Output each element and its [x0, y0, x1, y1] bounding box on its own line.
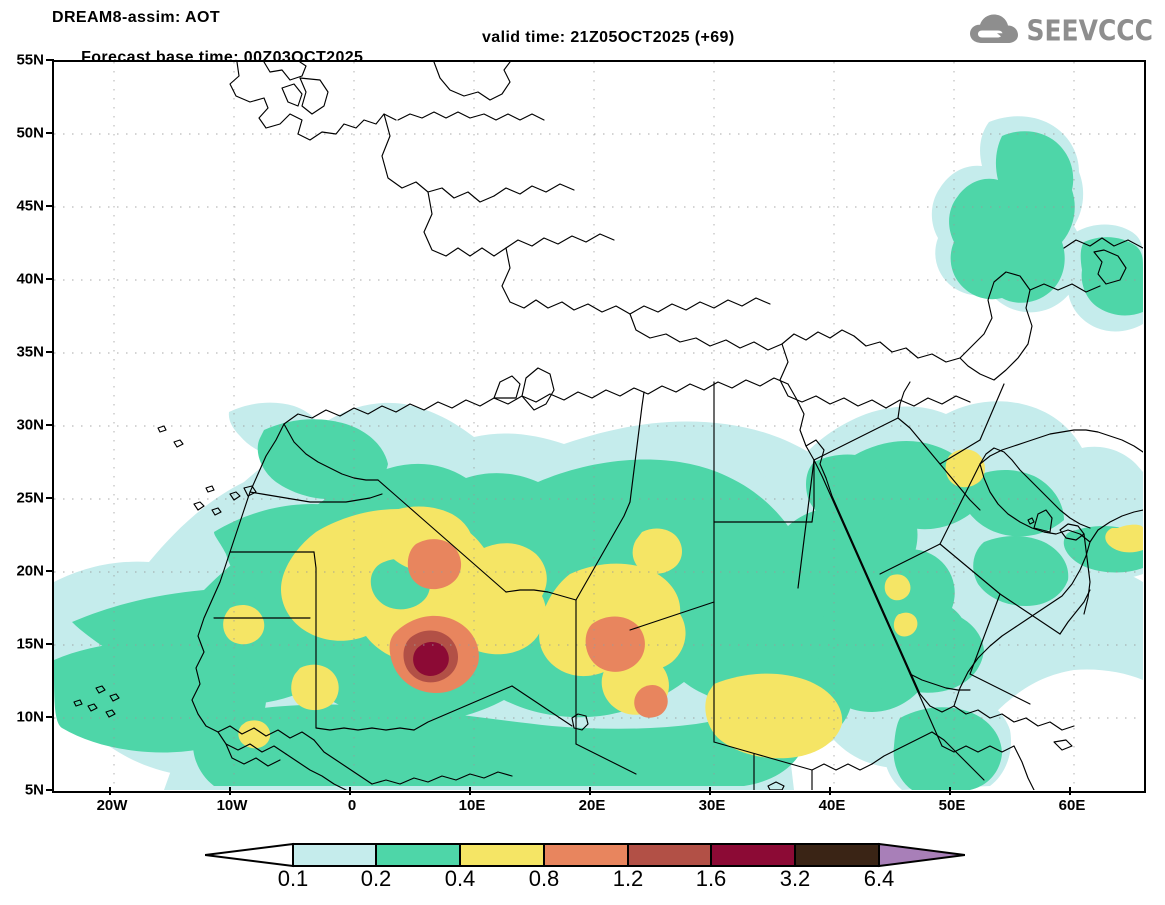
y-axis-ticks	[46, 59, 54, 791]
map-frame[interactable]	[52, 60, 1146, 793]
aot-contour-fills	[54, 116, 1143, 790]
colorbar-band-0.2	[375, 843, 461, 867]
x-tick-60E: 60E	[1058, 797, 1086, 814]
y-tick-20N: 20N	[16, 562, 44, 580]
x-tick-20W: 20W	[96, 797, 128, 814]
logo-text: SEEVCCC	[1026, 13, 1153, 47]
seevccc-logo: SEEVCCC	[968, 10, 1153, 50]
y-tick-5N: 5N	[24, 781, 44, 799]
colorbar-band-0.4	[459, 843, 545, 867]
colorbar-label-0.8: 0.8	[528, 866, 560, 891]
y-tick-10N: 10N	[16, 708, 44, 726]
colorbar-label-6.4: 6.4	[863, 866, 895, 891]
cloud-icon	[970, 14, 1019, 43]
colorbar-label-0.1: 0.1	[277, 866, 309, 891]
x-tick-10E: 10E	[458, 797, 486, 814]
aot-contour-map	[54, 62, 1143, 790]
colorbar-band-1.2	[627, 843, 712, 867]
x-tick-20E: 20E	[578, 797, 606, 814]
map-clip	[54, 62, 1144, 791]
x-axis-ticks	[109, 787, 1071, 795]
colorbar-label-1.2: 1.2	[612, 866, 644, 891]
y-tick-35N: 35N	[16, 343, 44, 361]
y-tick-25N: 25N	[16, 489, 44, 507]
x-tick-0: 0	[347, 797, 357, 814]
x-tick-30E: 30E	[698, 797, 726, 814]
colorbar-label-0.4: 0.4	[444, 866, 476, 891]
colorbar-label-1.6: 1.6	[695, 866, 727, 891]
coastlines-and-borders	[73, 62, 1143, 790]
y-tick-45N: 45N	[16, 197, 44, 215]
colorbar[interactable]: 0.1 0.2 0.4 0.8 1.2 1.6 3.2 6.4	[204, 840, 966, 902]
colorbar-swatches	[204, 842, 966, 868]
colorbar-band-above-6.4	[878, 842, 966, 868]
colorbar-band-0.1	[292, 843, 377, 867]
y-tick-40N: 40N	[16, 270, 44, 288]
colorbar-label-3.2: 3.2	[779, 866, 811, 891]
colorbar-band-3.2	[794, 843, 880, 867]
x-tick-10W: 10W	[216, 797, 248, 814]
colorbar-band-below-0.1	[204, 842, 294, 868]
colorbar-label-0.2: 0.2	[360, 866, 392, 891]
y-tick-15N: 15N	[16, 635, 44, 653]
x-tick-50E: 50E	[938, 797, 966, 814]
colorbar-band-1.6	[710, 843, 796, 867]
y-tick-55N: 55N	[16, 51, 44, 69]
y-tick-30N: 30N	[16, 416, 44, 434]
y-tick-50N: 50N	[16, 124, 44, 142]
valid-time-label: valid time: 21Z05OCT2025 (+69)	[482, 29, 735, 46]
x-tick-40E: 40E	[818, 797, 846, 814]
page-title: DREAM8-assim: AOT	[52, 9, 221, 26]
colorbar-band-0.8	[543, 843, 629, 867]
